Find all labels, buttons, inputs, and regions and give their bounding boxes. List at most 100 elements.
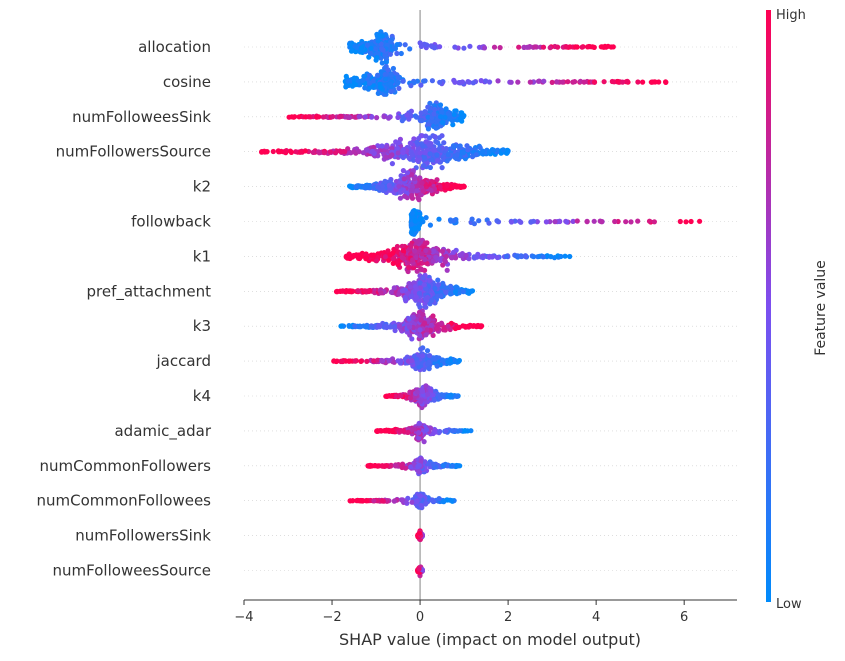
- shap-point: [439, 109, 445, 115]
- shap-point: [449, 498, 455, 504]
- shap-point: [591, 218, 597, 224]
- shap-point: [383, 154, 389, 160]
- shap-point: [549, 79, 555, 85]
- shap-point: [476, 218, 482, 224]
- shap-point: [563, 44, 569, 50]
- shap-point: [486, 254, 492, 260]
- shap-point: [427, 151, 433, 157]
- shap-point: [497, 45, 503, 51]
- shap-point: [316, 149, 322, 155]
- shap-point: [413, 114, 420, 120]
- shap-point: [419, 180, 425, 186]
- shap-point: [367, 80, 373, 86]
- shap-point: [408, 243, 414, 249]
- shap-point: [442, 114, 448, 121]
- shap-point: [468, 288, 474, 294]
- shap-point: [434, 325, 440, 332]
- shap-point: [430, 461, 436, 467]
- shap-point: [374, 428, 380, 434]
- shap-point: [431, 397, 437, 403]
- shap-point: [358, 45, 364, 51]
- shap-point: [402, 193, 408, 199]
- shap-point: [451, 77, 457, 83]
- shap-point: [460, 289, 466, 295]
- shap-point: [448, 254, 454, 261]
- shap-point: [423, 247, 429, 254]
- shap-point: [396, 183, 402, 189]
- shap-point: [422, 109, 428, 115]
- shap-point: [342, 149, 348, 155]
- shap-point: [293, 149, 299, 155]
- shap-point: [362, 114, 368, 120]
- shap-point: [564, 219, 570, 225]
- shap-point: [352, 358, 358, 364]
- beeswarm-row-adamic_adar: [374, 420, 474, 445]
- shap-point: [388, 289, 394, 295]
- shap-point: [347, 114, 353, 120]
- shap-point: [422, 256, 428, 262]
- shap-point: [427, 164, 433, 171]
- beeswarm-points: [259, 29, 703, 579]
- shap-point: [419, 117, 425, 124]
- shap-point: [327, 149, 333, 155]
- shap-point: [410, 426, 416, 432]
- shap-point: [560, 79, 566, 85]
- shap-point: [415, 195, 421, 201]
- shap-point: [486, 149, 492, 155]
- shap-point: [543, 219, 550, 225]
- shap-point: [380, 47, 386, 53]
- shap-point: [368, 45, 374, 51]
- shap-point: [383, 59, 389, 65]
- shap-point: [437, 428, 443, 435]
- shap-point: [391, 285, 397, 291]
- shap-point: [518, 219, 524, 225]
- shap-point: [397, 195, 403, 201]
- shap-point: [320, 114, 326, 120]
- shap-point: [683, 219, 689, 225]
- shap-point: [338, 323, 344, 329]
- shap-point: [399, 118, 405, 124]
- shap-point: [379, 183, 385, 189]
- shap-point: [375, 50, 381, 56]
- shap-point: [433, 138, 439, 145]
- shap-point: [515, 79, 521, 85]
- shap-point: [390, 260, 396, 266]
- shap-point: [404, 112, 410, 118]
- shap-point: [414, 239, 420, 245]
- shap-point: [457, 143, 463, 149]
- shap-point: [379, 498, 385, 504]
- shap-point: [356, 82, 362, 88]
- shap-point: [412, 175, 418, 181]
- shap-point: [292, 114, 298, 120]
- shap-point: [345, 253, 351, 259]
- shap-point: [474, 254, 480, 260]
- shap-point: [371, 78, 377, 84]
- shap-point: [410, 257, 416, 263]
- shap-point: [430, 313, 436, 319]
- shap-point: [439, 248, 445, 254]
- shap-point: [527, 79, 533, 85]
- shap-point: [486, 220, 492, 226]
- shap-point: [407, 284, 414, 290]
- shap-point: [375, 143, 381, 149]
- beeswarm-row-numCommonFollowees: [347, 491, 457, 511]
- shap-point: [414, 188, 420, 194]
- shap-point: [400, 168, 406, 174]
- shap-point: [408, 187, 415, 194]
- shap-point: [398, 50, 404, 57]
- shap-point: [464, 143, 470, 149]
- shap-point: [342, 114, 348, 120]
- shap-point: [358, 498, 365, 504]
- shap-point: [447, 394, 453, 400]
- shap-point: [436, 496, 442, 502]
- beeswarm-row-numCommonFollowers: [365, 455, 463, 477]
- shap-point: [270, 148, 276, 155]
- shap-point: [540, 44, 547, 50]
- shap-point: [500, 147, 506, 153]
- shap-point: [356, 149, 362, 155]
- shap-point: [379, 60, 385, 66]
- shap-point: [454, 152, 460, 158]
- shap-point: [373, 258, 380, 264]
- shap-point: [465, 323, 471, 329]
- shap-point: [481, 45, 488, 51]
